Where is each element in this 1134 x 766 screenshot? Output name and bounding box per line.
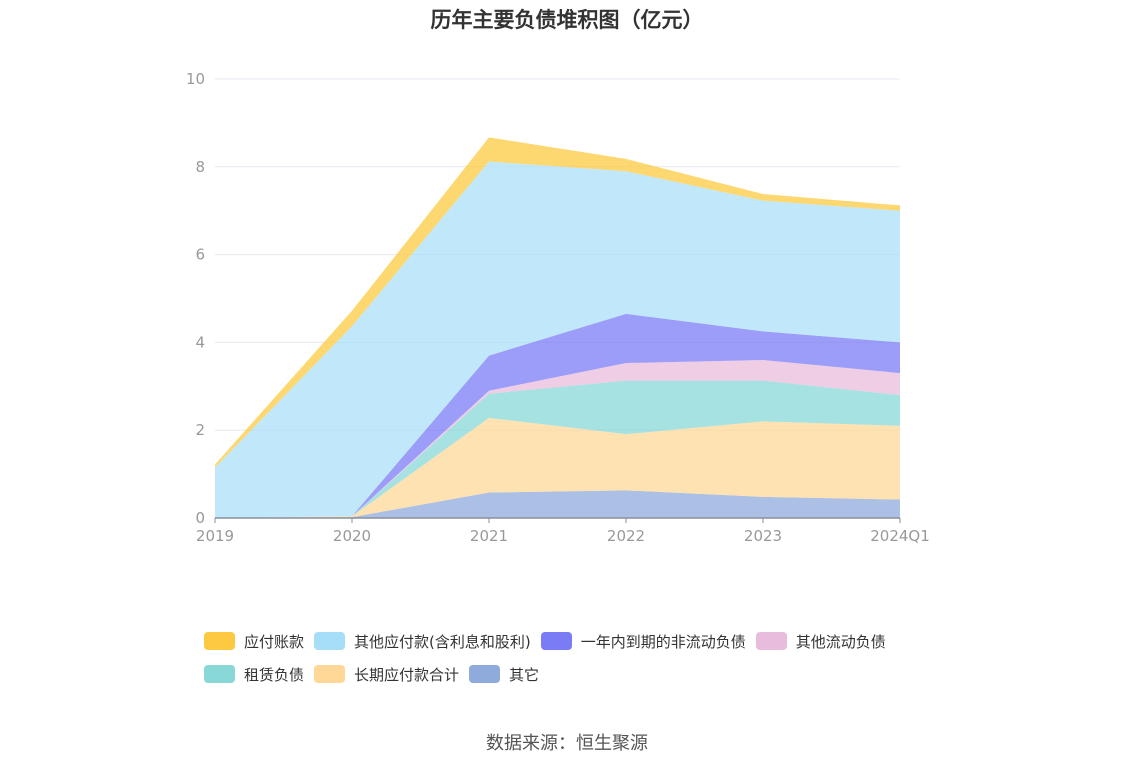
legend-label: 一年内到期的非流动负债 bbox=[580, 632, 746, 651]
area-series bbox=[215, 137, 900, 519]
legend-item[interactable]: 其他流动负债 bbox=[755, 630, 886, 652]
legend-label: 其它 bbox=[509, 665, 540, 684]
x-tick-label: 2023 bbox=[744, 527, 782, 545]
legend-item[interactable]: 其他应付款(含利息和股利) bbox=[314, 630, 531, 652]
chart-title: 历年主要负债堆积图（亿元） bbox=[430, 8, 704, 32]
area-series-1 bbox=[215, 417, 900, 518]
y-tick-label: 10 bbox=[186, 70, 205, 88]
legend-label: 租赁负债 bbox=[244, 665, 305, 684]
legend-item[interactable]: 其它 bbox=[469, 663, 539, 685]
x-tick-label: 2019 bbox=[196, 527, 234, 545]
area-series-0 bbox=[215, 490, 900, 518]
area-series-4 bbox=[215, 313, 900, 518]
x-tick-label: 2020 bbox=[333, 527, 371, 545]
area-series-3 bbox=[215, 359, 900, 518]
area-series-5 bbox=[215, 161, 900, 519]
legend-label: 其他应付款(含利息和股利) bbox=[354, 632, 531, 651]
y-tick-label: 0 bbox=[195, 509, 205, 527]
legend-item[interactable]: 租赁负债 bbox=[204, 663, 304, 685]
legend-swatch bbox=[755, 632, 787, 650]
area-series-2 bbox=[215, 380, 900, 518]
legend: 应付账款 其他应付款(含利息和股利) 一年内到期的非流动负债 其他流动负债租赁负债 长期… bbox=[204, 630, 964, 696]
legend-item[interactable]: 一年内到期的非流动负债 bbox=[540, 630, 746, 652]
legend-swatch bbox=[314, 665, 346, 683]
legend-item[interactable]: 应付账款 bbox=[204, 630, 304, 652]
x-tick-label: 2021 bbox=[470, 527, 508, 545]
legend-label: 应付账款 bbox=[244, 632, 305, 651]
legend-swatch bbox=[314, 632, 346, 650]
legend-swatch bbox=[204, 665, 235, 683]
data-source: 数据来源：恒生聚源 bbox=[486, 733, 648, 754]
y-tick-label: 6 bbox=[195, 246, 205, 264]
x-tick-label: 2024Q1 bbox=[870, 527, 930, 545]
y-tick-label: 8 bbox=[195, 158, 205, 176]
legend-swatch bbox=[469, 665, 501, 683]
legend-swatch bbox=[540, 632, 572, 650]
x-tick-label: 2022 bbox=[607, 527, 645, 545]
y-tick-label: 2 bbox=[195, 421, 205, 439]
stacked-area-chart: 0 2 4 6 8 10 2019 2020 2021 2022 2023 2024Q1 bbox=[186, 70, 930, 545]
legend-label: 其他流动负债 bbox=[795, 632, 886, 651]
legend-item[interactable]: 长期应付款合计 bbox=[314, 663, 459, 685]
axes: 0 2 4 6 8 10 2019 2020 2021 2022 2023 2024Q1 bbox=[186, 70, 930, 545]
legend-label: 长期应付款合计 bbox=[354, 665, 460, 684]
y-tick-label: 4 bbox=[195, 333, 205, 351]
legend-swatch bbox=[204, 632, 235, 650]
